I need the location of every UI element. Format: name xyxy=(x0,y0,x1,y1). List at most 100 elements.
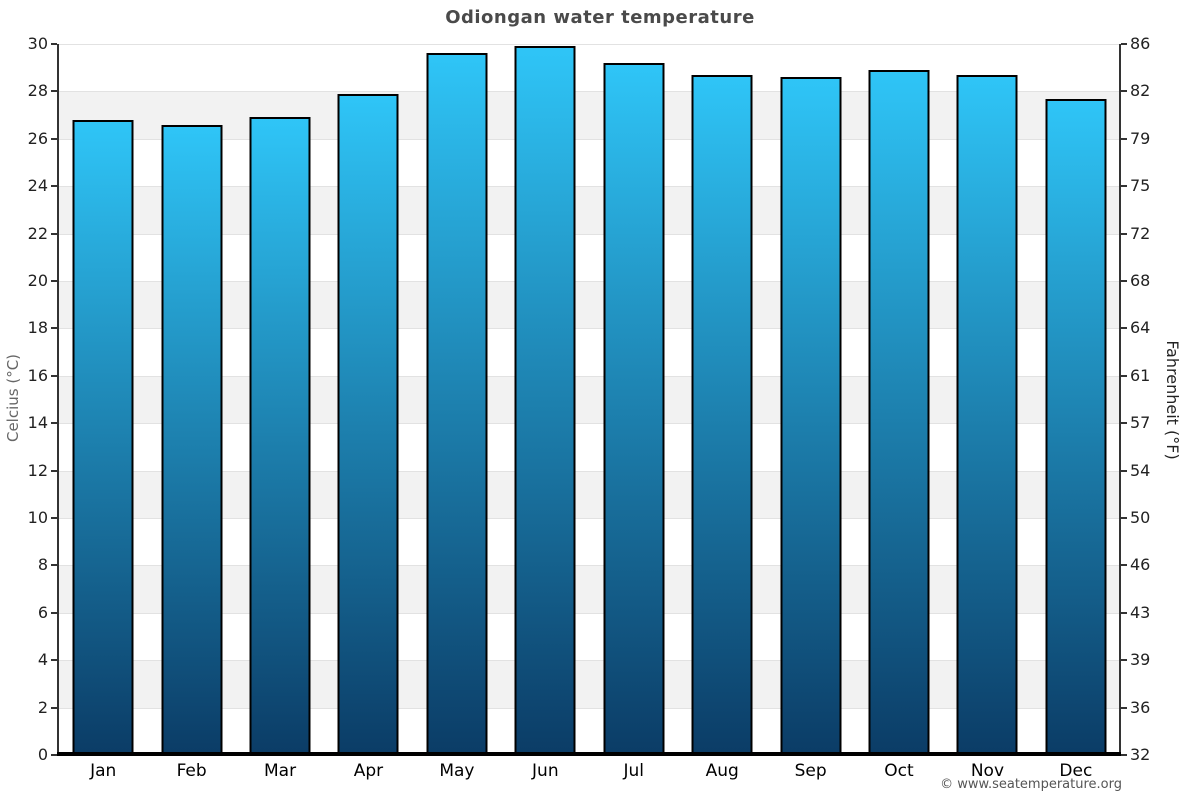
x-label-jan: Jan xyxy=(90,761,117,781)
celsius-tick-label-6: 6 xyxy=(37,602,48,622)
right-axis-line xyxy=(1119,44,1121,755)
celsius-tick-mark xyxy=(51,706,57,709)
plot-band xyxy=(59,44,1120,93)
celsius-tick-mark xyxy=(51,185,57,188)
bar-column-feb xyxy=(147,44,235,755)
fahrenheit-tick-label-75: 75 xyxy=(1130,176,1151,196)
bar-column-may xyxy=(413,44,501,755)
x-label-mar: Mar xyxy=(264,761,297,781)
bar-column-jun xyxy=(501,44,589,755)
plot-background-bands xyxy=(59,44,1120,756)
fahrenheit-tick-label-43: 43 xyxy=(1130,602,1151,622)
plot-band xyxy=(59,518,1120,567)
fahrenheit-tick-label-61: 61 xyxy=(1130,365,1151,385)
bar-column-sep xyxy=(766,44,854,755)
celsius-tick-mark xyxy=(51,422,57,425)
plot-band xyxy=(59,233,1120,282)
fahrenheit-tick-mark xyxy=(1121,611,1127,614)
celsius-tick-mark xyxy=(51,280,57,282)
bar-column-jan xyxy=(59,44,147,755)
bar-column-dec xyxy=(1032,44,1120,755)
fahrenheit-tick-label-50: 50 xyxy=(1130,508,1151,527)
plot-band xyxy=(59,138,1120,188)
celsius-tick-label-18: 18 xyxy=(27,318,48,338)
fahrenheit-tick-label-32: 32 xyxy=(1130,745,1151,764)
fahrenheit-tick-mark xyxy=(1121,754,1127,756)
plot-band xyxy=(59,375,1120,425)
fahrenheit-tick-mark xyxy=(1121,469,1127,472)
fahrenheit-tick-mark xyxy=(1121,327,1127,330)
fahrenheit-tick-mark xyxy=(1121,185,1127,188)
fahrenheit-tick-mark xyxy=(1121,43,1127,45)
celsius-tick-label-0: 0 xyxy=(37,745,48,764)
celsius-tick-label-10: 10 xyxy=(27,508,48,527)
celsius-axis-title: Celcius (°C) xyxy=(4,353,22,443)
fahrenheit-tick-mark xyxy=(1121,706,1127,709)
plot-band xyxy=(59,660,1120,709)
bar-jul xyxy=(603,63,665,755)
fahrenheit-tick-label-36: 36 xyxy=(1130,697,1151,717)
fahrenheit-tick-label-57: 57 xyxy=(1130,413,1151,433)
plot-band xyxy=(59,470,1120,519)
chart-title: Odiongan water temperature xyxy=(445,7,755,28)
x-label-aug: Aug xyxy=(705,761,739,781)
fahrenheit-tick-label-46: 46 xyxy=(1130,555,1151,575)
plot-band xyxy=(59,91,1120,140)
celsius-tick-label-26: 26 xyxy=(27,128,48,148)
x-label-apr: Apr xyxy=(353,761,384,781)
x-label-feb: Feb xyxy=(176,761,207,781)
celsius-tick-label-24: 24 xyxy=(27,176,48,196)
plot-area xyxy=(59,44,1120,756)
fahrenheit-tick-mark xyxy=(1121,137,1127,140)
celsius-tick-label-4: 4 xyxy=(37,650,48,670)
celsius-tick-label-12: 12 xyxy=(27,460,48,480)
x-label-oct: Oct xyxy=(884,761,914,781)
celsius-tick-label-22: 22 xyxy=(27,223,48,243)
bar-mar xyxy=(249,117,311,755)
bar-column-aug xyxy=(678,44,766,755)
fahrenheit-tick-label-64: 64 xyxy=(1130,318,1151,338)
celsius-tick-label-20: 20 xyxy=(27,271,48,290)
bar-dec xyxy=(1045,99,1107,755)
bar-column-apr xyxy=(324,44,412,755)
celsius-tick-label-8: 8 xyxy=(37,555,48,575)
fahrenheit-tick-label-68: 68 xyxy=(1130,271,1151,290)
copyright-text: © www.seatemperature.org xyxy=(940,777,1122,792)
plot-band xyxy=(59,423,1120,472)
celsius-tick-mark xyxy=(51,43,57,45)
x-label-may: May xyxy=(439,761,475,781)
plot-band xyxy=(59,328,1120,377)
celsius-tick-mark xyxy=(51,374,57,377)
celsius-tick-label-28: 28 xyxy=(27,81,48,101)
fahrenheit-tick-mark xyxy=(1121,374,1127,377)
fahrenheit-tick-mark xyxy=(1121,90,1127,93)
plot-band xyxy=(59,565,1120,614)
bar-may xyxy=(426,53,488,755)
fahrenheit-tick-label-79: 79 xyxy=(1130,128,1151,148)
plot-band xyxy=(59,281,1120,330)
bar-nov xyxy=(956,75,1018,755)
fahrenheit-tick-label-72: 72 xyxy=(1130,223,1151,243)
celsius-tick-mark xyxy=(51,327,57,330)
bar-oct xyxy=(868,70,930,755)
celsius-tick-mark xyxy=(51,611,57,614)
celsius-tick-label-14: 14 xyxy=(27,413,48,433)
bar-jun xyxy=(514,46,576,755)
fahrenheit-tick-mark xyxy=(1121,564,1127,567)
celsius-tick-mark xyxy=(51,137,57,140)
bar-jan xyxy=(72,120,134,755)
bar-column-oct xyxy=(855,44,943,755)
x-axis-line xyxy=(57,752,1121,756)
x-label-jun: Jun xyxy=(532,761,559,781)
x-label-nov: Nov xyxy=(970,761,1005,781)
fahrenheit-tick-mark xyxy=(1121,517,1127,519)
fahrenheit-tick-mark xyxy=(1121,422,1127,425)
bar-feb xyxy=(161,125,223,755)
bar-aug xyxy=(691,75,753,755)
x-label-dec: Dec xyxy=(1059,761,1093,781)
fahrenheit-tick-mark xyxy=(1121,232,1127,235)
x-label-jul: Jul xyxy=(623,761,644,781)
plot-band xyxy=(59,186,1120,235)
fahrenheit-tick-label-86: 86 xyxy=(1130,34,1151,53)
